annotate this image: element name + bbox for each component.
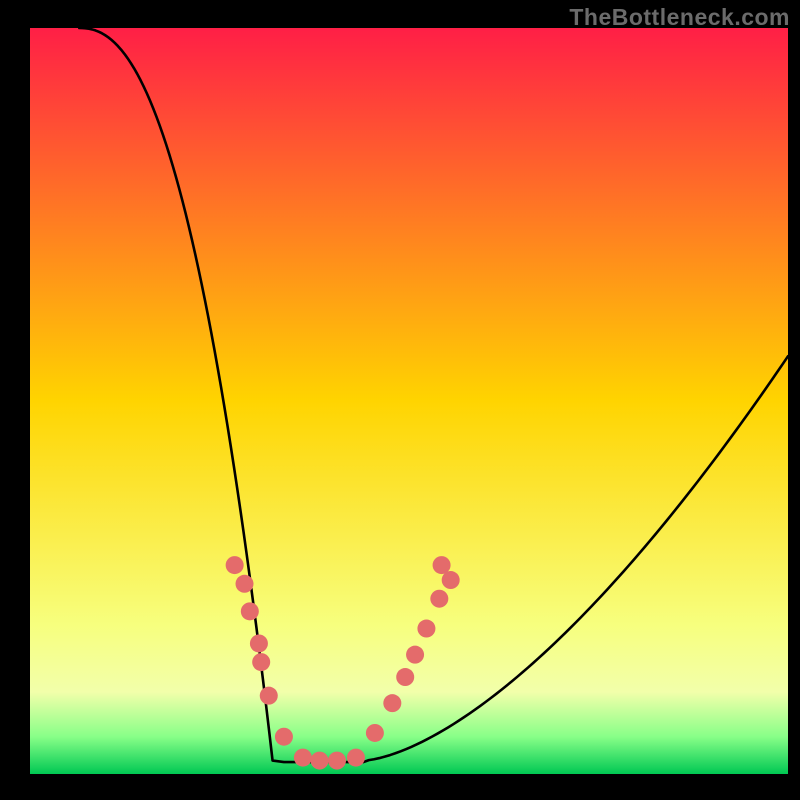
- data-marker: [260, 687, 278, 705]
- data-marker: [252, 653, 270, 671]
- data-marker: [366, 724, 384, 742]
- data-marker: [311, 752, 329, 770]
- chart-frame: TheBottleneck.com: [0, 0, 800, 800]
- data-marker: [294, 749, 312, 767]
- data-marker: [442, 571, 460, 589]
- data-marker: [347, 749, 365, 767]
- data-marker: [275, 728, 293, 746]
- chart-background: [30, 28, 788, 774]
- data-marker: [406, 646, 424, 664]
- bottleneck-chart: [30, 28, 788, 774]
- data-marker: [430, 590, 448, 608]
- data-marker: [236, 575, 254, 593]
- data-marker: [226, 556, 244, 574]
- data-marker: [383, 694, 401, 712]
- data-marker: [396, 668, 414, 686]
- watermark-text: TheBottleneck.com: [569, 4, 790, 31]
- data-marker: [241, 602, 259, 620]
- data-marker: [433, 556, 451, 574]
- data-marker: [417, 620, 435, 638]
- data-marker: [250, 634, 268, 652]
- data-marker: [328, 752, 346, 770]
